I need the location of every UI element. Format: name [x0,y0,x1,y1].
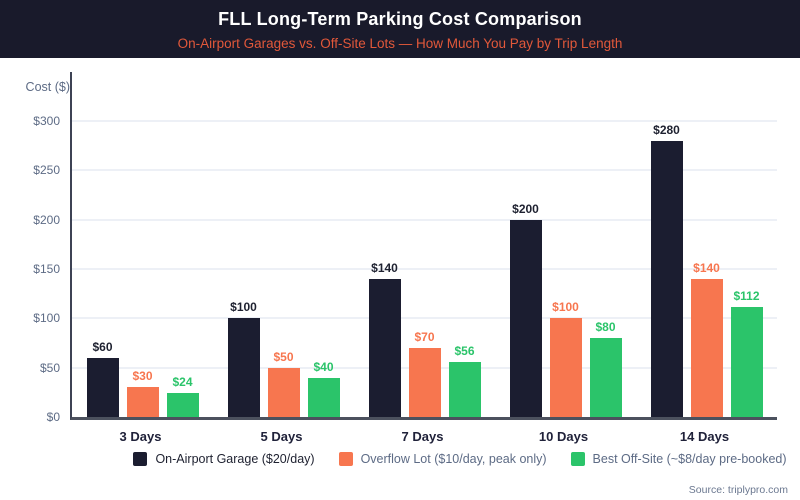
y-tick-label: $50 [39,360,60,375]
bar-value-label: $80 [595,320,616,335]
chart-subtitle: On-Airport Garages vs. Off-Site Lots — H… [177,36,623,51]
bar: $24 [166,375,199,417]
x-category-label: 7 Days [401,429,444,444]
bar-value-label: $140 [693,260,720,275]
bar: $100 [227,300,260,417]
gridline [72,120,777,122]
bar: $100 [549,300,582,417]
y-tick-label: $250 [33,163,60,178]
bar: $140 [690,261,723,417]
x-category-label: 10 Days [538,429,589,444]
bar-value-label: $200 [512,201,539,216]
bar-value-label: $60 [92,339,113,354]
bar-group: $200 $100 $80 [495,72,636,417]
legend-item: On-Airport Garage ($20/day) [133,452,315,466]
x-category-label: 14 Days [679,429,730,444]
bar: $200 [509,202,542,417]
y-tick-label: $150 [33,262,60,276]
bar-group: $140 $70 $56 [354,72,495,417]
bar: $40 [307,360,340,417]
bar: $80 [589,320,622,417]
bar-value-label: $50 [273,349,294,364]
legend-label: Best Off-Site (~$8/day pre-booked) [592,452,787,466]
bar-value-label: $30 [132,369,153,384]
chart-header: FLL Long-Term Parking Cost Comparison On… [0,0,800,58]
gridline [72,317,777,320]
bar: $56 [448,344,481,417]
bar: $112 [730,289,763,417]
x-category-label: 5 Days [260,429,303,444]
gridline [72,268,777,270]
y-tick-label: $200 [33,212,60,227]
y-tick-label: $0 [46,410,60,424]
source-note: Source: triplypro.com [688,484,788,496]
bar-value-label: $24 [172,375,193,390]
legend-swatch [570,452,585,466]
y-tick-label: $100 [33,311,60,326]
legend-item: Overflow Lot ($10/day, peak only) [338,452,547,466]
bar: $60 [86,340,119,417]
chart-body: Cost ($) $60 $30 $24 $100 $50 $40 $140 $70 $56 $2… [0,58,800,500]
bar-value-label: $40 [313,359,334,374]
gridline [72,218,777,221]
bar-value-label: $70 [414,329,435,344]
bar: $50 [267,350,300,417]
legend: On-Airport Garage ($20/day) Overflow Lot … [0,452,800,466]
y-tick-label: $300 [33,114,60,128]
legend-swatch [133,452,148,466]
bar-group: $280 $140 $112 [636,72,777,417]
y-axis-title: Cost ($) [25,80,70,94]
bar-value-label: $56 [454,343,475,358]
bar-group: $100 $50 $40 [213,72,354,417]
bar: $280 [650,123,683,417]
bar: $30 [126,369,159,417]
bar-value-label: $100 [230,300,257,315]
legend-swatch [338,452,353,466]
bar-value-label: $112 [733,288,760,303]
legend-item: Best Off-Site (~$8/day pre-booked) [570,452,787,466]
bar-value-label: $100 [552,300,579,315]
legend-label: Overflow Lot ($10/day, peak only) [360,452,547,466]
bar: $70 [408,330,441,417]
x-category-label: 3 Days [119,429,162,444]
bar-value-label: $280 [653,122,680,137]
plot-area: $60 $30 $24 $100 $50 $40 $140 $70 $56 $200 $100 $80… [70,72,777,420]
bar-group: $60 $30 $24 [72,72,213,417]
gridline [72,169,777,172]
legend-label: On-Airport Garage ($20/day) [155,452,315,466]
bar: $140 [368,261,401,417]
bar-value-label: $140 [371,260,398,275]
chart-title: FLL Long-Term Parking Cost Comparison [218,9,582,29]
